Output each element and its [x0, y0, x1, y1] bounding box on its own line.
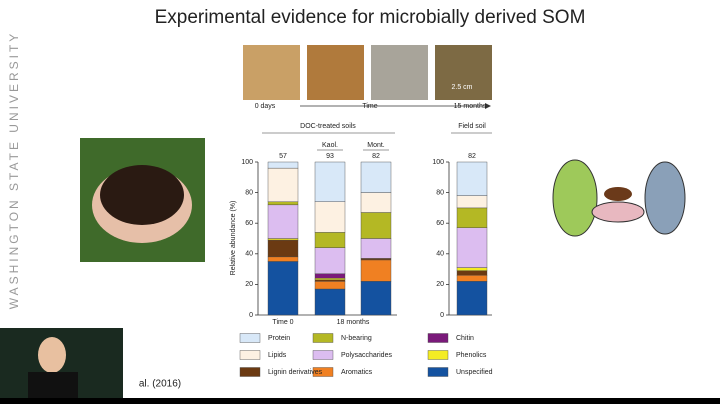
bar-top-label: 82 — [372, 153, 380, 160]
bar-segment — [267, 239, 299, 258]
legend-swatch — [239, 367, 261, 377]
legend-label: Polysaccharides — [341, 352, 392, 359]
chart: 0 20 40 60 80 100 0 20 40 60 80 100 Relative abundan… — [230, 123, 493, 377]
x-tick-label: Mont. — [367, 142, 385, 149]
y-tick-label: 80 — [245, 189, 253, 196]
legend-swatch — [312, 333, 334, 343]
bar-segment — [314, 288, 346, 316]
bottom-bar — [0, 398, 720, 404]
y-axis-label: Relative abundance (%) — [230, 201, 237, 276]
bar-segment — [456, 227, 488, 268]
photo-label: 0 days — [255, 103, 276, 110]
slide-title: Experimental evidence for microbially de… — [155, 7, 586, 28]
institution: WASHINGTON STATE UNIVERSITY — [7, 31, 21, 310]
bar-segment — [267, 256, 299, 262]
bar-segment — [456, 275, 488, 282]
legend-swatch — [427, 367, 449, 377]
bar-segment — [360, 238, 392, 259]
y-tick-label: 40 — [245, 251, 253, 258]
group-label: Field soil — [458, 123, 486, 130]
bar-segment — [456, 281, 488, 316]
bar-top-label: 82 — [468, 153, 476, 160]
bar-segment — [314, 232, 346, 248]
bar-segment — [267, 261, 299, 316]
legend-swatch — [427, 350, 449, 360]
y-tick-label: 40 — [436, 251, 444, 258]
period-label: 18 months — [337, 319, 370, 326]
legend-label: Unspecified — [456, 369, 493, 376]
legend-label: Lipids — [268, 352, 287, 359]
bar-segment — [267, 204, 299, 239]
legend-label: Chitin — [456, 335, 474, 342]
bar-segment — [456, 195, 488, 209]
bar-top-label: 93 — [326, 153, 334, 160]
bar-segment — [314, 201, 346, 233]
bar-segment — [456, 267, 488, 271]
webcam — [0, 328, 123, 398]
legend-swatch — [312, 367, 334, 377]
citation: al. (2016) — [139, 379, 181, 390]
legend-label: Aromatics — [341, 369, 373, 376]
bar-segment — [360, 192, 392, 213]
bar-segment — [314, 161, 346, 202]
legend-label: Lignin derivatives — [268, 369, 323, 376]
legend-swatch — [427, 333, 449, 343]
y-tick-label: 60 — [245, 220, 253, 227]
bar-segment — [267, 167, 299, 202]
photo-label: Time — [362, 103, 377, 110]
bar-segment — [267, 238, 299, 241]
group-label: DOC-treated soils — [300, 123, 356, 130]
period-label: Time 0 — [272, 319, 293, 326]
y-tick-label: 80 — [436, 189, 444, 196]
y-tick-label: 0 — [440, 312, 444, 319]
bar-segment — [267, 161, 299, 169]
bar-segment — [314, 247, 346, 274]
bar-segment — [360, 259, 392, 282]
legend-label: N-bearing — [341, 335, 372, 342]
y-tick-label: 100 — [241, 159, 253, 166]
y-tick-label: 100 — [432, 159, 444, 166]
scale-label: 2.5 cm — [451, 84, 472, 91]
bar-segment — [314, 278, 346, 281]
legend-swatch — [239, 350, 261, 360]
bar-segment — [456, 270, 488, 276]
x-tick-label: Kaol. — [322, 142, 338, 149]
y-tick-label: 20 — [436, 281, 444, 288]
photo-label: 15 months — [454, 103, 487, 110]
legend-swatch — [239, 333, 261, 343]
bar-segment — [267, 201, 299, 206]
bar-top-label: 57 — [279, 153, 287, 160]
bar-segment — [360, 161, 392, 193]
legend-swatch — [312, 350, 334, 360]
compost-photo — [80, 138, 205, 262]
legend-label: Phenolics — [456, 352, 487, 359]
bar-segment — [314, 273, 346, 279]
legend-label: Protein — [268, 335, 290, 342]
bar-segment — [360, 212, 392, 239]
bar-segment — [360, 258, 392, 261]
bar-segment — [314, 281, 346, 290]
cartoon — [552, 159, 686, 237]
bar-segment — [456, 161, 488, 196]
bar-segment — [314, 279, 346, 282]
soil-photos — [243, 45, 492, 109]
bar-segment — [360, 281, 392, 316]
bar-segment — [456, 207, 488, 228]
y-tick-label: 20 — [245, 281, 253, 288]
y-tick-label: 0 — [249, 312, 253, 319]
y-tick-label: 60 — [436, 220, 444, 227]
